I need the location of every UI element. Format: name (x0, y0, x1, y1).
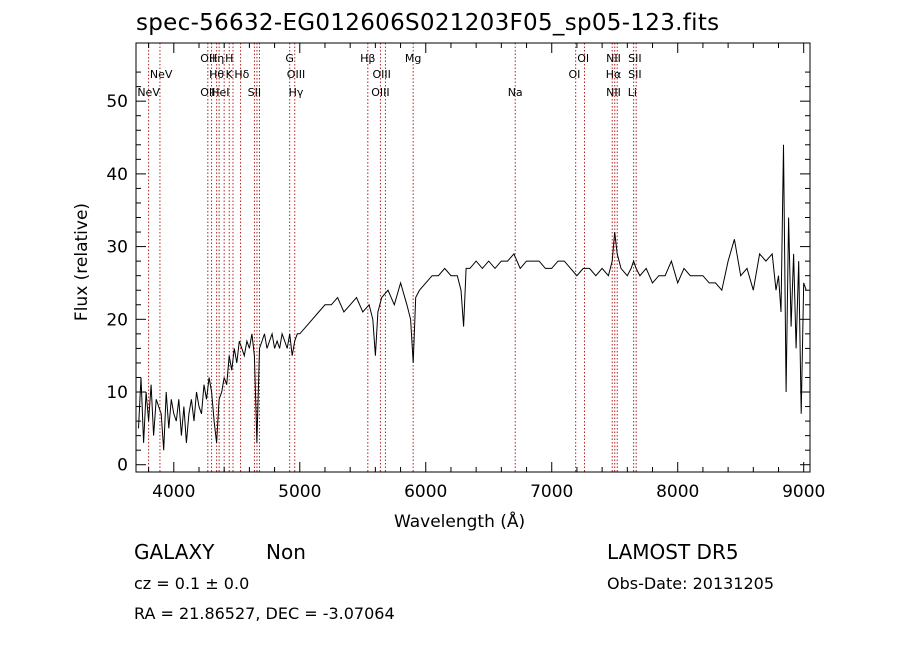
plot-frame (135, 42, 811, 473)
marker-label: OIII (287, 68, 305, 81)
x-tick-label: 9000 (782, 482, 825, 502)
y-tick-label: 10 (106, 383, 128, 403)
marker-label: OI (568, 68, 580, 81)
marker-label: OIII (371, 86, 389, 99)
survey-name: LAMOST DR5 (607, 540, 739, 564)
x-tick-label: 8000 (656, 482, 699, 502)
observation-date: Obs-Date: 20131205 (607, 574, 775, 593)
y-tick-label: 30 (106, 238, 128, 258)
marker-label: Hη (209, 52, 224, 65)
marker-label: HeI (211, 86, 229, 99)
marker-label: Na (508, 86, 523, 99)
marker-label: SII (628, 68, 641, 81)
marker-label: Li (628, 86, 637, 99)
marker-label: K (226, 68, 234, 81)
y-tick-label: 40 (106, 165, 128, 185)
x-axis-label: Wavelength (Å) (394, 512, 526, 532)
marker-label: Hα (606, 68, 622, 81)
marker-label: OIII (372, 68, 390, 81)
marker-label: NII (606, 86, 621, 99)
marker-label: NeV (150, 68, 173, 81)
marker-label: OI (577, 52, 589, 65)
marker-label: Hθ (209, 68, 224, 81)
y-tick-label: 50 (106, 92, 128, 112)
marker-label: SII (628, 52, 641, 65)
x-tick-label: 5000 (278, 482, 321, 502)
redshift-cz: cz = 0.1 ± 0.0 (134, 574, 250, 593)
object-class: GALAXY (134, 540, 215, 564)
x-tick-label: 6000 (404, 482, 447, 502)
marker-label: SII (248, 86, 261, 99)
x-tick-label: 4000 (152, 482, 195, 502)
marker-label: OII (200, 86, 215, 99)
y-tick-label: 0 (117, 456, 128, 476)
marker-label: Mg (405, 52, 421, 65)
marker-label: OII (200, 52, 215, 65)
object-subclass: Non (266, 540, 306, 564)
marker-label: H (225, 52, 233, 65)
x-tick-label: 7000 (530, 482, 573, 502)
chart-title: spec-56632-EG012606S021203F05_sp05-123.f… (136, 10, 720, 36)
y-tick-label: 20 (106, 310, 128, 330)
marker-label: Hβ (360, 52, 375, 65)
coordinates: RA = 21.86527, DEC = -3.07064 (134, 604, 395, 623)
marker-label: NeV (137, 86, 160, 99)
marker-label: G (285, 52, 294, 65)
y-axis-label: Flux (relative) (72, 202, 92, 322)
marker-label: Hδ (234, 68, 249, 81)
marker-label: NII (606, 52, 621, 65)
spectrum-line (138, 144, 807, 451)
marker-label: Hγ (289, 86, 304, 99)
